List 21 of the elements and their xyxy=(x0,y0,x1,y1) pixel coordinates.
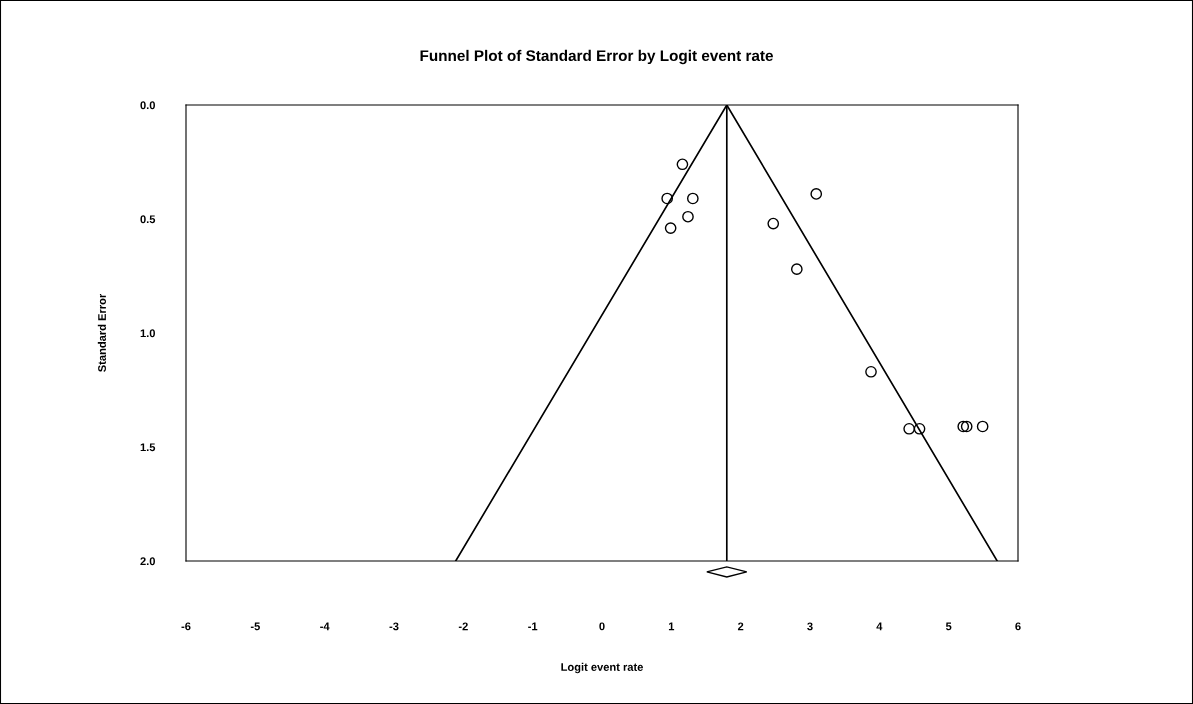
x-tick-label: -4 xyxy=(320,622,330,631)
y-tick-label: 0.0 xyxy=(140,101,155,110)
x-tick-label: 2 xyxy=(737,622,744,631)
x-tick-label: 1 xyxy=(668,622,675,631)
y-axis-title: Standard Error xyxy=(97,293,106,372)
x-tick-label: 6 xyxy=(1015,622,1021,631)
x-axis-title: Logit event rate xyxy=(561,662,643,674)
chart-title: Funnel Plot of Standard Error by Logit event rate xyxy=(420,49,773,65)
y-tick-label: 1.5 xyxy=(140,443,156,452)
x-tick-label: -6 xyxy=(181,622,191,631)
x-tick-label: -1 xyxy=(528,622,538,631)
y-tick-label: 0.5 xyxy=(140,215,156,224)
x-tick-label: -2 xyxy=(458,622,468,631)
x-tick-label: -3 xyxy=(389,622,399,631)
x-tick-label: -5 xyxy=(250,622,260,631)
x-tick-label: 5 xyxy=(945,622,952,631)
x-tick-label: 3 xyxy=(807,622,813,631)
x-tick-label: 4 xyxy=(876,622,883,631)
x-tick-label: 0 xyxy=(599,622,605,631)
y-tick-label: 2.0 xyxy=(140,557,155,566)
y-tick-label: 1.0 xyxy=(140,329,155,338)
